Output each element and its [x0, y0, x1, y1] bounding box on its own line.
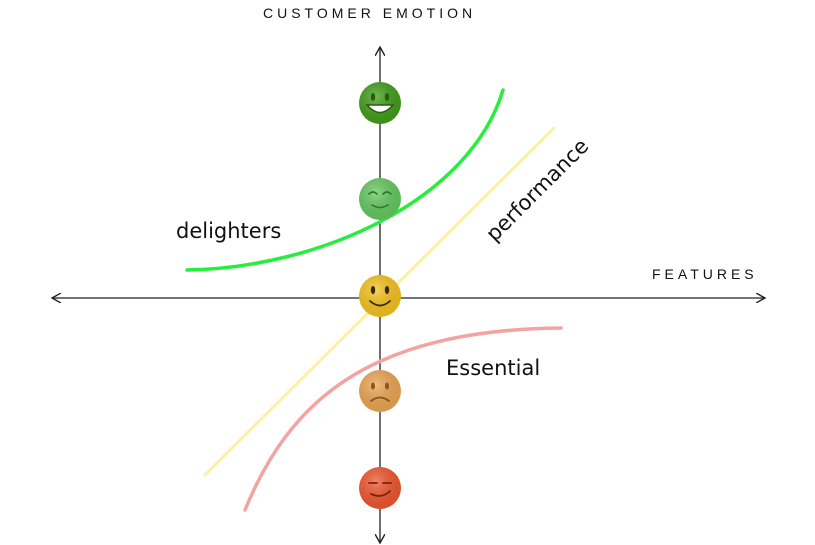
happy-face-icon	[359, 178, 401, 220]
x-axis-title: FEATURES	[652, 266, 758, 282]
y-axis-title: CUSTOMER EMOTION	[263, 5, 477, 21]
essential-curve	[243, 326, 563, 512]
essential-label: Essential	[446, 356, 541, 380]
very-happy-face-icon	[359, 82, 401, 124]
delighters-curve	[185, 88, 505, 272]
sad-face-icon	[359, 370, 401, 412]
very-sad-face-icon	[359, 467, 401, 509]
delighters-label: delighters	[176, 219, 282, 243]
neutral-face-icon	[359, 275, 401, 317]
